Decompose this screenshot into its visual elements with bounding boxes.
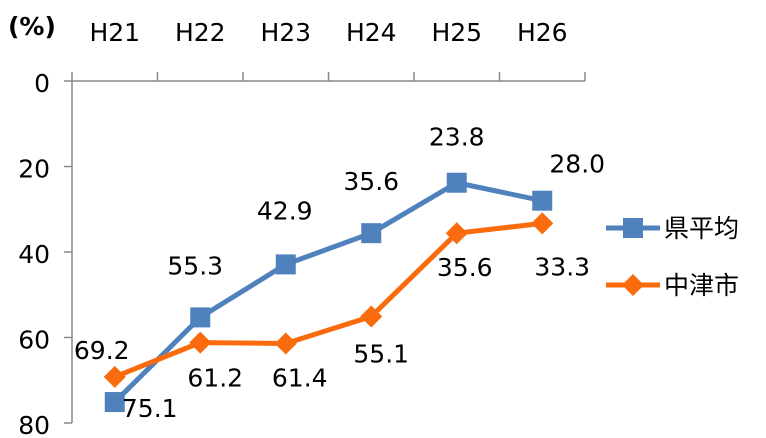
y-tick-label: 40 [18,240,50,269]
marker [103,365,126,388]
marker [274,332,297,355]
x-tick-label: H23 [260,18,311,47]
x-tick-label: H26 [517,18,568,47]
data-label: 42.9 [257,196,313,225]
marker [190,307,211,328]
x-tick-label: H22 [175,18,226,47]
data-label: 75.1 [122,394,178,423]
data-label: 69.2 [74,336,130,365]
marker [104,392,125,413]
x-tick-label: H24 [346,18,397,47]
data-label: 61.2 [187,364,243,393]
data-label: 33.3 [534,252,590,281]
marker [622,274,644,296]
y-tick-label: 80 [18,411,50,438]
marker [360,305,383,328]
line [113,220,543,380]
x-tick-label: H25 [431,18,482,47]
data-label: 35.6 [343,167,399,196]
legend-label: 中津市 [664,271,739,300]
marker [189,331,212,354]
data-label: 23.8 [429,123,485,152]
y-axis-label: (%) [8,12,56,41]
marker [532,190,553,211]
data-label: 55.3 [167,251,223,280]
x-tick-label: H21 [89,18,140,47]
y-tick-label: 0 [34,69,50,98]
marker [275,254,296,275]
y-tick-label: 20 [18,155,50,184]
data-label: 55.1 [353,340,409,369]
line [112,180,543,404]
data-label: 28.0 [549,150,605,179]
marker [623,218,643,238]
marker [531,212,554,235]
legend-label: 県平均 [664,214,739,243]
marker [361,223,382,244]
marker [446,172,467,193]
data-label: 35.6 [437,253,493,282]
y-tick-label: 60 [18,326,50,355]
data-label: 61.4 [272,363,328,392]
marker [445,222,468,245]
